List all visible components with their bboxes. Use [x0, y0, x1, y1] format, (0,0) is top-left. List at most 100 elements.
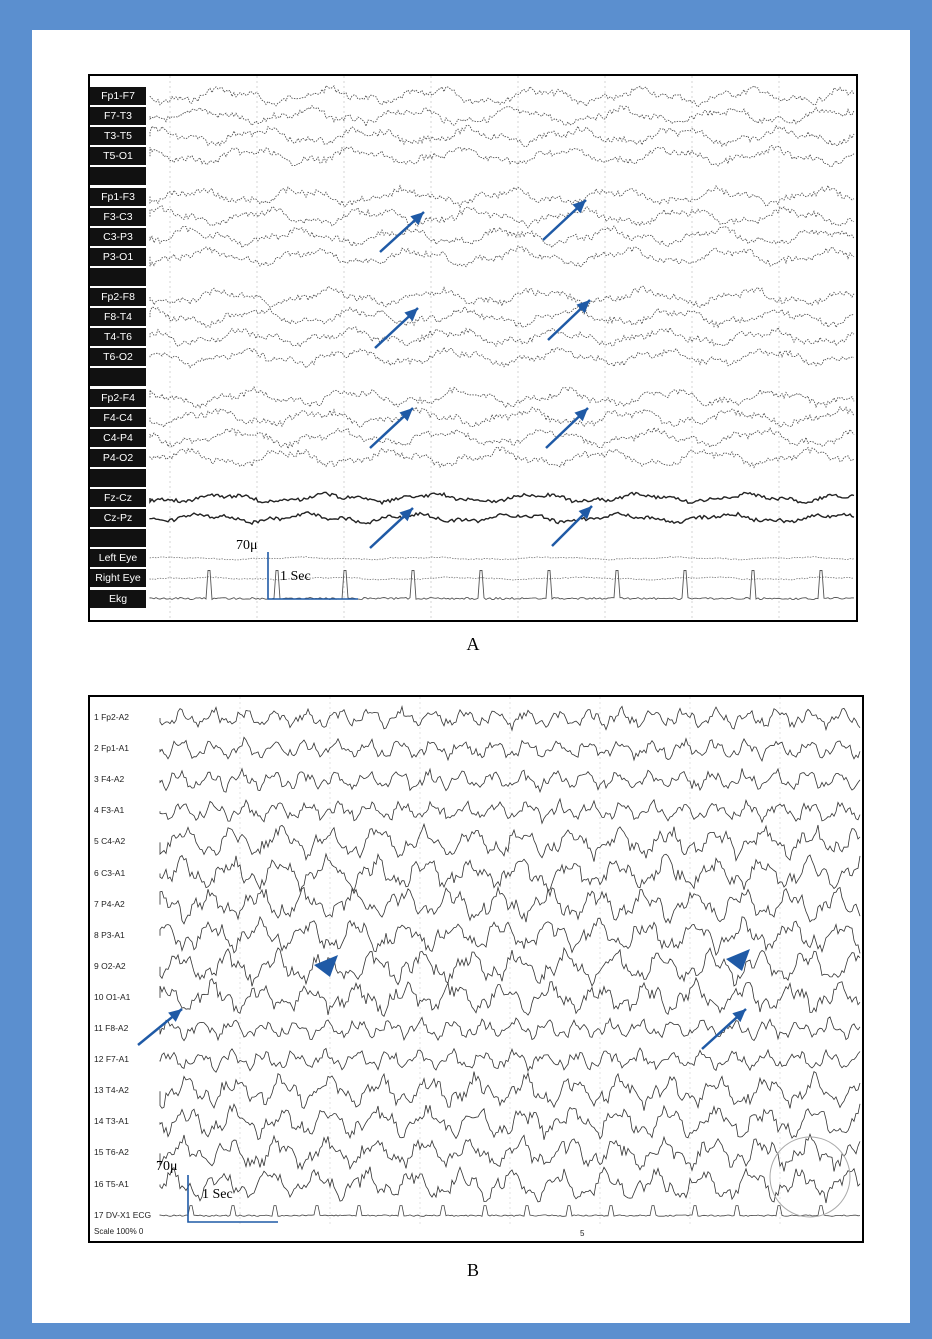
- panel-a-eeg-trace: [149, 245, 855, 268]
- figure-canvas: Fp1-F7 F7-T3 T3-T5 T5-O1 Fp1-F3 F3-C3 C3-P3 P3-…: [32, 30, 910, 1323]
- panel-b-annotation-circle: [769, 1136, 851, 1218]
- panel-b-channel-label: 1 Fp2-A2: [94, 712, 129, 722]
- panel-a-channel-label: Left Eye: [90, 549, 146, 568]
- panel-b-eeg-trace: [159, 705, 861, 732]
- panel-b-channel-label: 7 P4-A2: [94, 898, 125, 909]
- panel-a-channel-label: [90, 529, 146, 548]
- panel-a-channel-label: T3-T5: [90, 127, 146, 146]
- panel-b-eeg-trace: [159, 797, 861, 825]
- panel-b-channel-label: 11 F8-A2: [94, 1023, 129, 1033]
- panel-b-eeg-trace: [159, 1103, 861, 1141]
- panel-b-channel-label: 4 F3-A1: [94, 805, 125, 816]
- panel-b-channel-label: 8 P3-A1: [94, 929, 125, 940]
- panel-b-eeg-trace: [159, 852, 861, 893]
- panel-a-channel-label: Cz-Pz: [90, 509, 146, 528]
- panel-a-spike-arrow: [542, 199, 587, 241]
- panel-b-eeg-trace: [159, 822, 861, 862]
- panel-a-eeg-trace: [149, 511, 855, 526]
- panel-a-ekg-trace: [149, 570, 855, 601]
- panel-b-ecg-trace: [159, 1205, 861, 1217]
- panel-a-channel-label: C4-P4: [90, 428, 146, 447]
- panel-b-channel-label: 3 F4-A2: [94, 774, 125, 785]
- panel-b-eeg-trace: [159, 1047, 861, 1073]
- panel-a-spike-arrow: [551, 505, 593, 547]
- panel-a-eeg-trace: [149, 346, 855, 369]
- panel-b-channel-label: 2 Fp1-A1: [94, 743, 129, 754]
- panel-b-channel-label: 9 O2-A2: [94, 960, 126, 971]
- panel-a-channel-label: Fp1-F7: [90, 87, 146, 105]
- panel-b-channel-label: 17 DV-X1 ECG: [94, 1209, 152, 1220]
- panel-a-eeg-trace: [149, 426, 855, 450]
- panel-b-traces: [137, 697, 861, 1227]
- panel-b-eeg-trace: [159, 885, 861, 925]
- panel-a-channel-label: T5-O1: [90, 147, 146, 166]
- panel-b-amplitude-scale: 70μ: [156, 1159, 178, 1174]
- panel-b-channel-label: 10 O1-A1: [94, 991, 131, 1002]
- panel-a-eeg-trace: [149, 491, 855, 506]
- panel-a-channel-label: [90, 167, 146, 186]
- panel-a-channel-label: Right Eye: [90, 569, 146, 588]
- panel-b-caption: B: [466, 1260, 479, 1280]
- panel-a-channel-label: [90, 368, 146, 387]
- panel-a-channel-label: Fp1-F3: [90, 187, 146, 206]
- panel-b-channel-label: 14 T3-A1: [94, 1116, 129, 1127]
- panel-b-eeg-trace: [159, 767, 861, 794]
- panel-a-spike-arrow: [545, 407, 589, 449]
- panel-b-eeg-trace: [159, 976, 861, 1017]
- panel-a-channel-label: Fp2-F4: [90, 388, 146, 407]
- panel-a-eeg-trace: [149, 104, 855, 128]
- panel-a-channel-label: [90, 267, 146, 286]
- panel-a-eeg-trace: [149, 124, 855, 148]
- panel-b-eeg-trace: [159, 1070, 861, 1111]
- panel-a-channel-label: P3-O1: [90, 247, 146, 266]
- panel-a-spike-arrow: [369, 507, 414, 549]
- panel-a-channel-label: Ekg: [90, 589, 146, 608]
- panel-b-eeg-trace: [159, 1016, 861, 1042]
- panel-b-eeg-trace: [159, 736, 861, 762]
- panel-b-seizure-arrow: [137, 1008, 183, 1046]
- panel-a-eeg-trace: [149, 225, 855, 249]
- panel-b-footer-scale: Scale 100% 0: [94, 1227, 144, 1236]
- panel-b-arrowhead-marker: [314, 955, 338, 977]
- panel-a-eeg-trace: [149, 205, 855, 229]
- panel-a-channel-label: F7-T3: [90, 107, 146, 126]
- panel-a-spike-arrow: [547, 299, 591, 341]
- panel-a-channel-label: Fz-Cz: [90, 489, 146, 507]
- panel-b-channel-label: 6 C3-A1: [94, 867, 126, 878]
- panel-a-time-scale: 1 Sec: [280, 569, 311, 584]
- panel-a-channel-label: F3-C3: [90, 207, 146, 226]
- panel-a-channel-label: P4-O2: [90, 448, 146, 467]
- eeg-panel-a: Fp1-F7 F7-T3 T3-T5 T5-O1 Fp1-F3 F3-C3 C3-P3 P3-…: [88, 74, 858, 622]
- panel-b-eeg-trace: [159, 1166, 861, 1204]
- panel-a-channel-label: Fp2-F8: [90, 288, 146, 306]
- panel-b-footer-mark: 5: [580, 1229, 585, 1238]
- panel-a-eeg-trace: [149, 405, 855, 428]
- panel-a-spike-arrow: [379, 211, 425, 253]
- panel-b-eeg-trace: [159, 1132, 861, 1172]
- panel-a-traces: [149, 76, 855, 620]
- panel-a-amplitude-scale: 70μ: [236, 538, 258, 553]
- panel-a-eeg-trace: [149, 446, 855, 469]
- panel-a-scale-bar: [267, 552, 358, 600]
- panel-a-channel-label: T4-T6: [90, 328, 146, 347]
- panel-a-channel-label: F4-C4: [90, 408, 146, 427]
- panel-a-eeg-trace: [149, 305, 855, 329]
- panel-a-eeg-trace: [149, 184, 855, 209]
- panel-a-eeg-trace: [149, 326, 855, 348]
- panel-a-caption: A: [466, 634, 480, 654]
- panel-b-channel-label: 16 T5-A1: [94, 1178, 129, 1189]
- panel-b-channel-label: 5 C4-A2: [94, 836, 126, 847]
- panel-a-eeg-trace: [149, 84, 855, 108]
- panel-a-channel-label: C3-P3: [90, 227, 146, 246]
- panel-a-eye-trace: [149, 556, 855, 561]
- panel-b-eeg-trace: [159, 915, 861, 956]
- panel-a-eeg-trace: [149, 285, 855, 309]
- eeg-panel-b: 1 Fp2-A2 2 Fp1-A1 3 F4-A2 4 F3-A1 5 C4-A2 6 C…: [88, 695, 864, 1243]
- panel-b-seizure-arrow: [701, 1008, 747, 1050]
- panel-b-channel-label: 15 T6-A2: [94, 1147, 129, 1158]
- panel-a-channel-label: T6-O2: [90, 348, 146, 367]
- panel-a-spike-arrow: [374, 307, 419, 349]
- panel-b-eeg-trace: [159, 946, 861, 987]
- panel-b-channel-label: 12 F7-A1: [94, 1054, 129, 1065]
